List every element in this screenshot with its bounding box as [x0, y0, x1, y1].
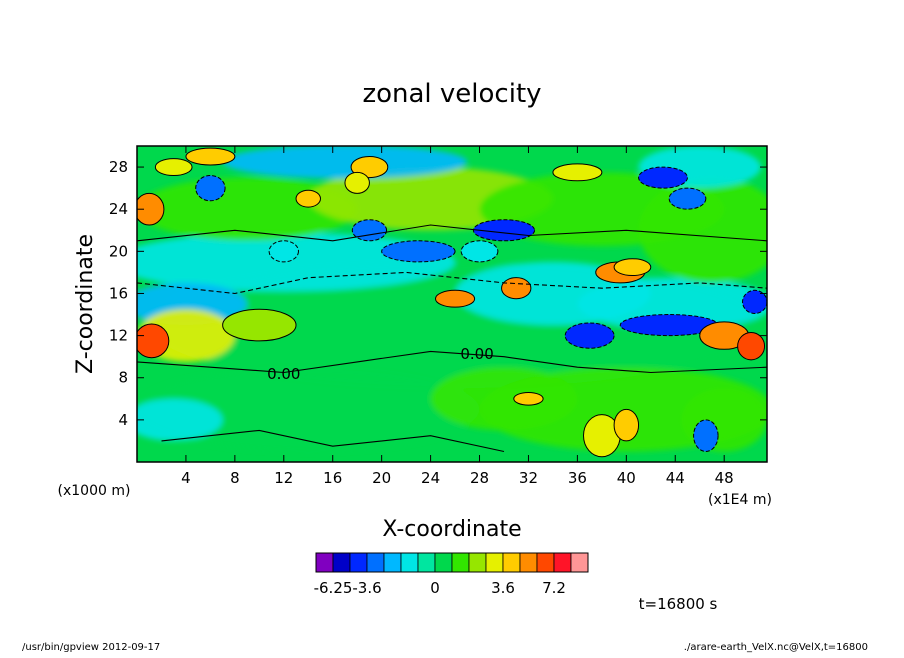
field-region [430, 367, 578, 431]
y-tick-label: 12 [109, 327, 128, 345]
y-tick-label: 4 [118, 411, 128, 429]
contour-labels: 0.00 0.00 [267, 345, 494, 383]
field-cell [381, 240, 456, 263]
field-cell [137, 323, 170, 359]
x-tick-label: 8 [230, 469, 240, 487]
x-tick-label: 32 [519, 469, 538, 487]
colorbar-swatch [536, 552, 555, 573]
footer-right: ./arare-earth_VelX.nc@VelX,t=16800 [684, 642, 868, 653]
x-tick-label: 28 [470, 469, 489, 487]
colorbar-tick-label: 7.2 [542, 579, 566, 597]
field-cell [295, 189, 321, 208]
contour-label: 0.00 [267, 365, 300, 383]
x-tick-label: 44 [666, 469, 685, 487]
y-tick-label: 28 [109, 158, 128, 176]
field-cell [613, 258, 652, 277]
colorbar-tick-label: -3.6 [352, 579, 381, 597]
chart-title: zonal velocity [362, 79, 541, 109]
field-cell [434, 289, 476, 308]
velocity-field [137, 146, 767, 458]
field-cell [460, 240, 499, 263]
colorbar-tick-label: 3.6 [491, 579, 515, 597]
colorbar-swatch [519, 552, 538, 573]
colorbar-swatch [451, 552, 470, 573]
y-tick-label: 24 [109, 200, 128, 218]
x-tick-label: 48 [715, 469, 734, 487]
field-cell [668, 187, 707, 210]
contour-line [161, 429, 505, 453]
field-cell [613, 408, 640, 442]
contour-label: 0.00 [460, 345, 493, 363]
x-tick-label: 24 [421, 469, 440, 487]
contour-line [137, 350, 767, 374]
field-cell [185, 147, 236, 166]
colorbar-swatch [468, 552, 487, 573]
y-tick-label: 8 [118, 369, 128, 387]
field-cell [552, 163, 603, 182]
colorbar-swatch [502, 552, 521, 573]
field-cell [137, 192, 165, 226]
field-cell [693, 419, 719, 452]
field-cell [344, 171, 370, 194]
field-region [137, 398, 223, 441]
field-cell [501, 277, 532, 300]
y-tick-label: 16 [109, 284, 128, 302]
y-tick-label: 20 [109, 242, 128, 260]
y-axis-title: Z-coordinate [73, 234, 98, 374]
field-cell [513, 391, 544, 406]
field-cell [737, 331, 766, 361]
field-cell [222, 308, 297, 342]
footer-left: /usr/bin/gpview 2012-09-17 [22, 642, 160, 653]
contour-line [137, 271, 767, 295]
x-tick-label: 4 [181, 469, 191, 487]
field-cell [154, 158, 193, 176]
field-region [137, 367, 480, 452]
field-region [137, 232, 456, 292]
colorbar-swatch [366, 552, 385, 573]
x-tick-label: 12 [274, 469, 293, 487]
colorbar-swatch [315, 552, 334, 573]
field-cell [638, 166, 688, 189]
x-axis-unit: (x1E4 m) [708, 492, 772, 508]
y-axis-unit: (x1000 m) [58, 483, 131, 499]
colorbar-swatch [349, 552, 368, 573]
field-cell [564, 322, 615, 349]
x-tick-label: 20 [372, 469, 391, 487]
field-region [638, 177, 767, 283]
colorbar-swatch [383, 552, 402, 573]
colorbar-tick-label: 0 [430, 579, 440, 597]
x-tick-label: 36 [568, 469, 587, 487]
field-region [577, 277, 767, 331]
contour-line [137, 224, 767, 242]
colorbar-frame [315, 552, 589, 573]
colorbar-swatch [553, 552, 572, 573]
plot-area: 0.00 0.00 [136, 145, 768, 463]
x-tick-label: 40 [617, 469, 636, 487]
colorbar-swatch [332, 552, 351, 573]
field-cell [268, 240, 299, 263]
x-axis-title: X-coordinate [382, 517, 521, 542]
colorbar-swatch [434, 552, 453, 573]
field-cell [351, 219, 388, 242]
colorbar: -6.25 -3.6 0 3.6 7.2 [314, 552, 589, 597]
colorbar-swatch [570, 552, 589, 573]
y-axis: 4 8 12 16 20 24 28 [109, 158, 767, 429]
colorbar-swatch [417, 552, 436, 573]
colorbar-swatch [400, 552, 419, 573]
field-region [222, 146, 468, 179]
x-tick-label: 16 [323, 469, 342, 487]
colorbar-tick-label: -6.25 [314, 579, 353, 597]
x-axis: 4 8 12 16 20 24 28 32 36 40 44 48 [181, 146, 734, 487]
time-label: t=16800 s [639, 595, 718, 613]
field-cell [195, 174, 226, 202]
plot-frame [136, 145, 768, 463]
field-cell [472, 219, 536, 242]
colorbar-swatch [485, 552, 504, 573]
